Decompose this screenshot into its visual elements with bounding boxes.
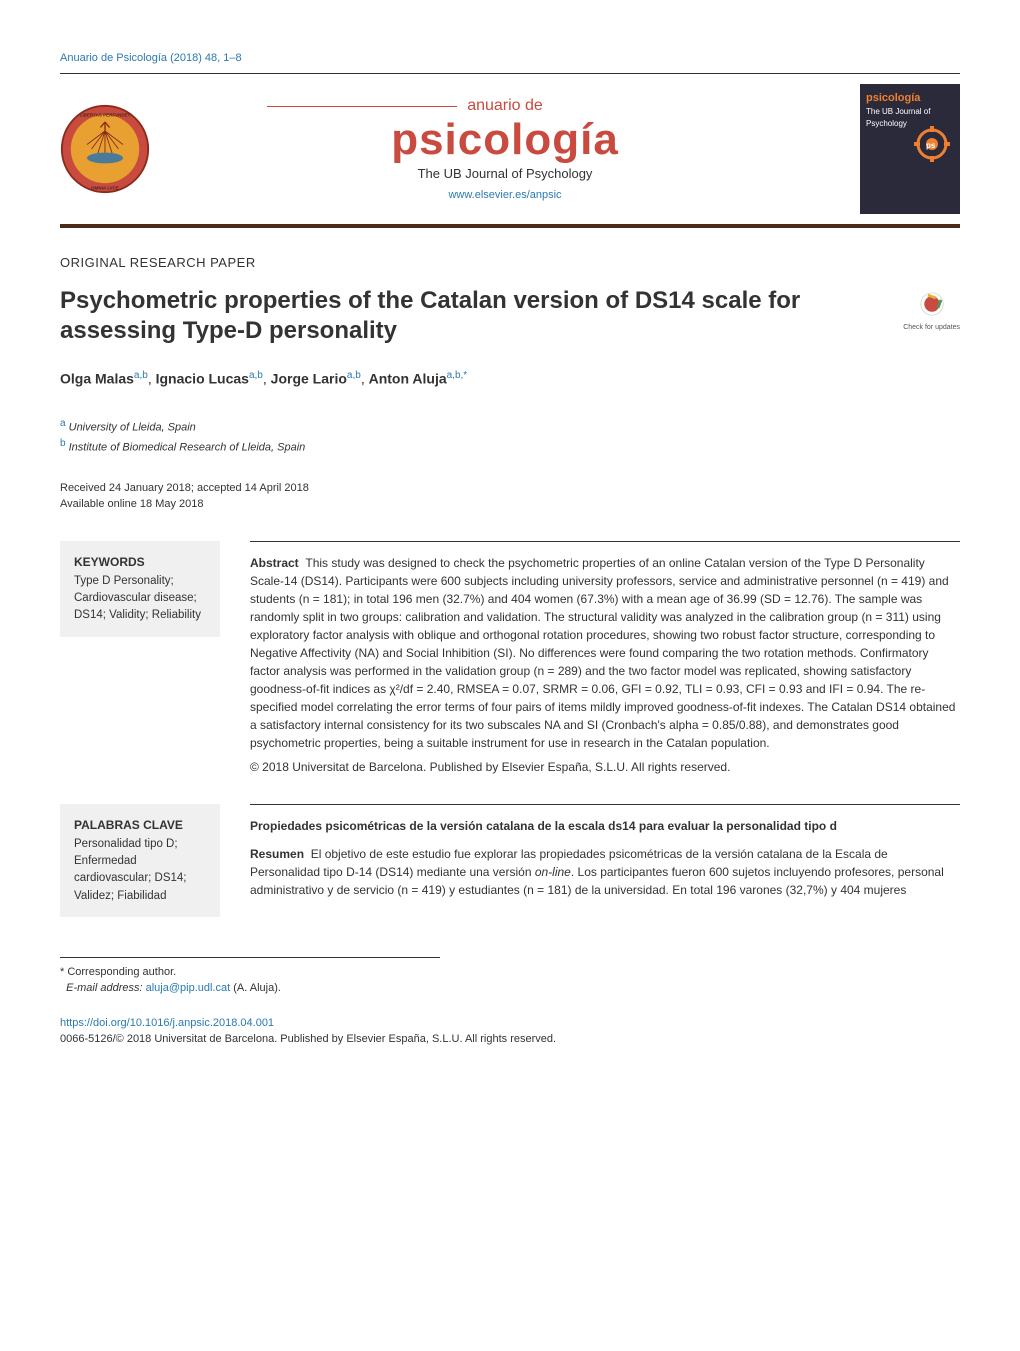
abstract-copyright: © 2018 Universitat de Barcelona. Publish… — [250, 758, 960, 776]
author-aff-sup: a,b — [347, 370, 361, 381]
top-rule — [60, 73, 960, 74]
article-dates: Received 24 January 2018; accepted 14 Ap… — [60, 480, 960, 513]
palabras-clave-box: PALABRAS CLAVE Personalidad tipo D; Enfe… — [60, 804, 220, 917]
author-aff-sup: a,b — [134, 370, 148, 381]
title-row: Psychometric properties of the Catalan v… — [60, 286, 960, 346]
journal-cover-thumbnail: psicología The UB Journal of Psychology … — [860, 84, 960, 214]
masthead-center: anuario de psicología The UB Journal of … — [150, 94, 860, 204]
author-name: Jorge Lario — [271, 371, 347, 387]
resumen-paragraph: Resumen El objetivo de este estudio fue … — [250, 845, 960, 899]
abstract-text: This study was designed to check the psy… — [250, 556, 955, 750]
email-label: E-mail address: — [66, 982, 142, 994]
resumen-label: Resumen — [250, 847, 304, 861]
footnote-rule — [60, 957, 440, 958]
abstract-text-column: Abstract This study was designed to chec… — [250, 541, 960, 776]
paper-type: ORIGINAL RESEARCH PAPER — [60, 253, 960, 273]
svg-text:ps: ps — [926, 141, 936, 150]
email-address[interactable]: aluja@pip.udl.cat — [146, 982, 231, 994]
author-name: Olga Malas — [60, 371, 134, 387]
university-seal: LIBERTAS PERFVNDET OMNIA LVCE — [60, 104, 150, 194]
bottom-copyright: 0066-5126/© 2018 Universitat de Barcelon… — [60, 1031, 960, 1048]
email-attribution: (A. Aluja). — [233, 982, 281, 994]
palabras-heading: PALABRAS CLAVE — [74, 816, 206, 834]
affiliation-b: b Institute of Biomedical Research of Ll… — [60, 436, 960, 456]
author-name: Ignacio Lucas — [156, 371, 249, 387]
keywords-list: Type D Personality; Cardiovascular disea… — [74, 573, 206, 625]
footnotes: * Corresponding author. E-mail address: … — [60, 964, 960, 997]
keywords-heading: KEYWORDS — [74, 553, 206, 571]
keywords-box: KEYWORDS Type D Personality; Cardiovascu… — [60, 541, 220, 637]
svg-text:LIBERTAS PERFVNDET: LIBERTAS PERFVNDET — [80, 112, 131, 117]
resumen-text-column: Propiedades psicométricas de la versión … — [250, 804, 960, 917]
abstract-label: Abstract — [250, 556, 299, 570]
affiliations: a University of Lleida, Spain b Institut… — [60, 416, 960, 456]
authors-line: Olga Malasa,b, Ignacio Lucasa,b, Jorge L… — [60, 368, 960, 390]
masthead-supertitle: anuario de — [467, 94, 543, 118]
abstract-block: KEYWORDS Type D Personality; Cardiovascu… — [60, 541, 960, 776]
author-name: Anton Aluja — [369, 371, 447, 387]
crossmark-badge[interactable]: Check for updates — [903, 290, 960, 333]
masthead-title: psicología — [150, 118, 860, 162]
crossmark-icon — [918, 290, 946, 318]
corresponding-author: * Corresponding author. — [60, 964, 960, 981]
crossmark-label: Check for updates — [903, 323, 960, 334]
svg-text:OMNIA LVCE: OMNIA LVCE — [91, 185, 119, 190]
received-accepted: Received 24 January 2018; accepted 14 Ap… — [60, 480, 960, 497]
cover-gear-icon: ps — [912, 124, 952, 168]
abstract-paragraph: Abstract This study was designed to chec… — [250, 554, 960, 752]
resumen-italic: on-line — [535, 865, 571, 879]
paper-title: Psychometric properties of the Catalan v… — [60, 286, 840, 346]
author-aff-sup: a,b — [249, 370, 263, 381]
doi-link[interactable]: https://doi.org/10.1016/j.anpsic.2018.04… — [60, 1015, 960, 1032]
masthead: LIBERTAS PERFVNDET OMNIA LVCE anuario de… — [60, 84, 960, 228]
affiliation-a: a University of Lleida, Spain — [60, 416, 960, 436]
resumen-block: PALABRAS CLAVE Personalidad tipo D; Enfe… — [60, 804, 960, 917]
author-aff-sup: a,b,* — [447, 370, 468, 381]
email-line: E-mail address: aluja@pip.udl.cat (A. Al… — [60, 980, 960, 997]
resumen-title: Propiedades psicométricas de la versión … — [250, 817, 960, 835]
journal-reference[interactable]: Anuario de Psicología (2018) 48, 1–8 — [60, 50, 960, 67]
masthead-subtitle: The UB Journal of Psychology — [150, 164, 860, 184]
masthead-url[interactable]: www.elsevier.es/anpsic — [150, 187, 860, 204]
cover-title: psicología — [866, 90, 954, 107]
available-online: Available online 18 May 2018 — [60, 496, 960, 513]
palabras-list: Personalidad tipo D; Enfermedad cardiova… — [74, 836, 206, 905]
